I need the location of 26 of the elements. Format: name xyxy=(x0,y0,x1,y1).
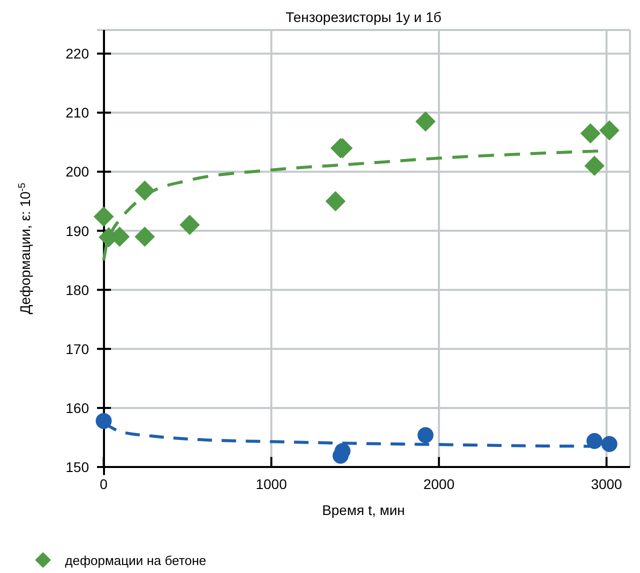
y-tick-label: 210 xyxy=(66,104,90,121)
point xyxy=(599,120,620,140)
point xyxy=(580,123,601,144)
x-tick-label: 3000 xyxy=(590,476,622,492)
y-tick-label: 180 xyxy=(66,282,90,298)
point xyxy=(94,206,114,227)
y-tick-label: 150 xyxy=(66,459,90,475)
x-tick-label: 1000 xyxy=(256,476,288,492)
legend-label: деформации на бетоне xyxy=(65,553,206,568)
point xyxy=(601,436,618,452)
point xyxy=(134,226,155,247)
point xyxy=(96,412,112,429)
point xyxy=(584,156,605,176)
point xyxy=(325,191,346,212)
x-tick-label: 2000 xyxy=(423,476,455,492)
point xyxy=(180,214,200,235)
x-axis-title: Время t, мин xyxy=(322,502,405,518)
y-tick-label: 190 xyxy=(66,222,90,239)
point xyxy=(418,427,434,444)
x-tick-label: 0 xyxy=(100,476,108,492)
y-tick-label: 160 xyxy=(66,400,90,416)
y-tick-label: 220 xyxy=(66,46,90,62)
chart-title: Тензорезисторы 1у и 1б xyxy=(286,9,442,25)
y-tick-label: 200 xyxy=(66,164,90,180)
point xyxy=(415,111,436,132)
y-tick-label: 170 xyxy=(66,340,90,357)
